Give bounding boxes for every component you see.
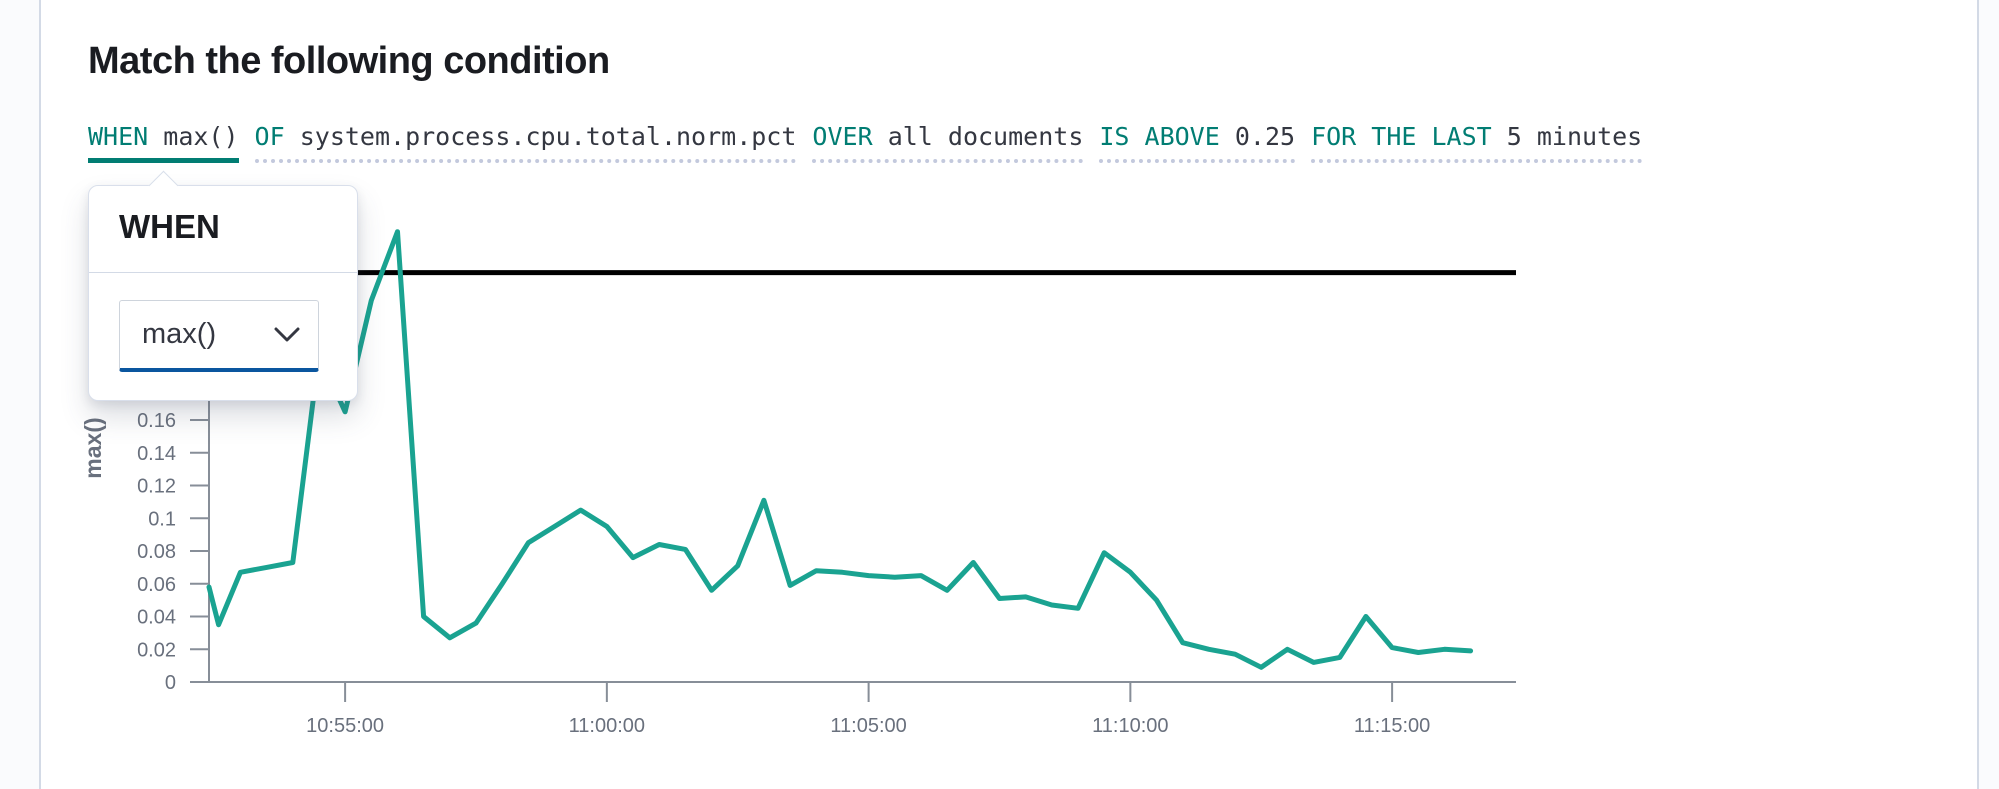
y-tick-label: 0.04 [137,607,176,629]
clause-keyword: IS ABOVE [1099,122,1220,151]
expression-clause-of[interactable]: OF system.process.cpu.total.norm.pct [254,122,797,163]
popover-title: WHEN [119,208,220,245]
expression-clause-when[interactable]: WHEN max() [88,122,239,163]
y-tick-label: 0.08 [137,541,176,563]
clause-keyword: OF [254,122,285,151]
x-tick-label: 10:55:00 [306,715,384,737]
clause-value: all documents [887,122,1084,151]
clause-keyword: FOR THE LAST [1311,122,1492,151]
aggregation-select-value: max() [142,318,217,350]
y-tick-label: 0.06 [137,574,176,596]
x-tick-label: 11:05:00 [830,715,906,737]
y-tick-label: 0 [165,672,176,694]
clause-keyword: OVER [812,122,873,151]
expression-clause-for-the-last[interactable]: FOR THE LAST 5 minutes [1311,122,1643,163]
clause-value: max() [163,122,239,151]
clause-keyword: WHEN [88,122,149,151]
expression-clause-is-above[interactable]: IS ABOVE 0.25 [1099,122,1296,163]
metric-series-line [206,229,1474,670]
y-tick-label: 0.1 [148,508,176,530]
alert-condition-expression: WHEN max() OF system.process.cpu.total.n… [88,122,1643,163]
popover-divider [89,272,357,273]
expression-clause-over[interactable]: OVER all documents [812,122,1084,163]
x-tick-label: 11:10:00 [1092,715,1168,737]
clause-value: system.process.cpu.total.norm.pct [299,122,797,151]
clause-value: 0.25 [1234,122,1296,151]
y-tick-label: 0.02 [137,639,176,661]
when-popover: WHEN max() [88,170,358,401]
y-axis-title: max() [80,417,106,478]
clause-value: 5 minutes [1506,122,1643,151]
y-tick-label: 0.12 [137,476,176,498]
aggregation-select[interactable]: max() [119,300,319,372]
condition-panel [39,0,1979,789]
y-tick-label: 0.14 [137,443,176,465]
x-tick-label: 11:00:00 [569,715,645,737]
page-title: Match the following condition [88,40,610,82]
x-tick-label: 11:15:00 [1354,715,1430,737]
chevron-down-icon [274,327,300,343]
y-tick-label: 0.16 [137,410,176,432]
